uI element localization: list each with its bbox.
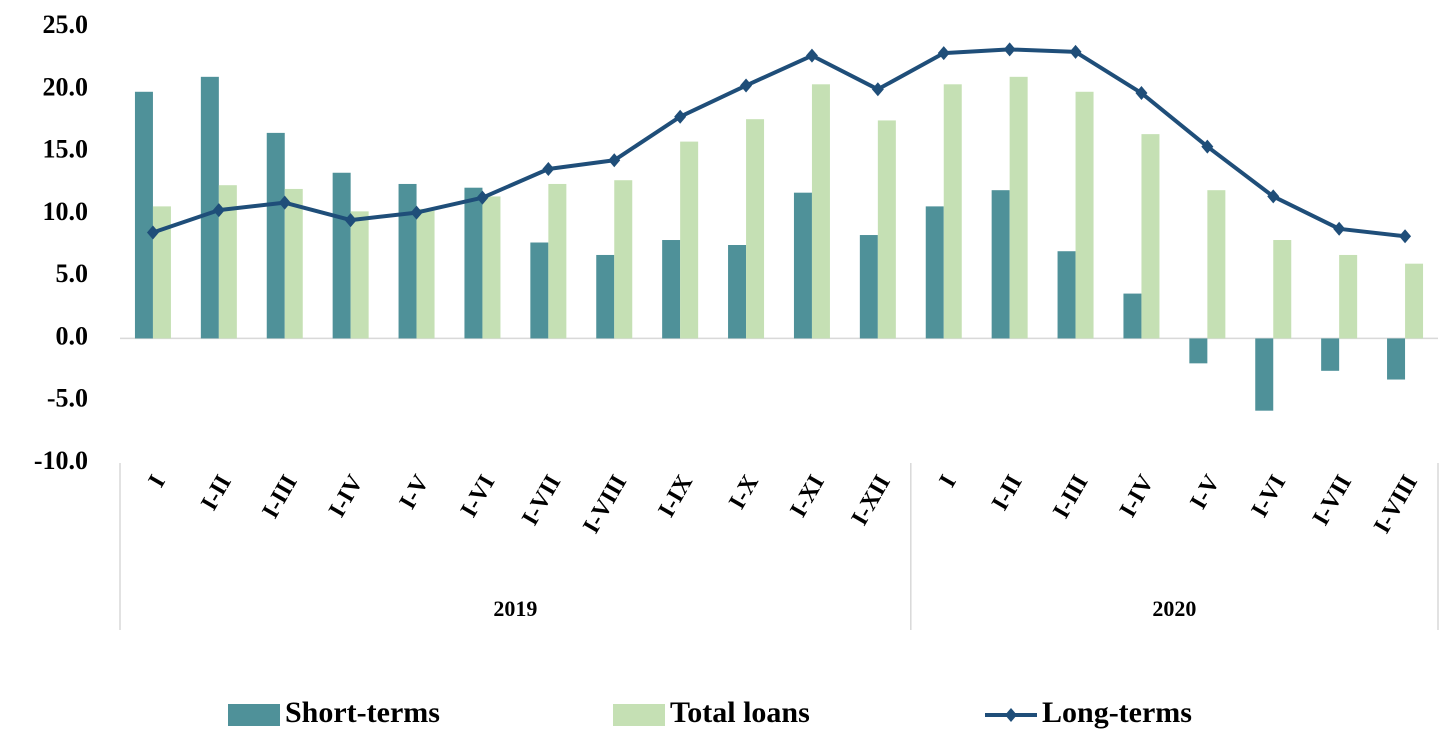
line-marker <box>1201 139 1214 154</box>
line-marker <box>1333 221 1346 236</box>
line-marker <box>871 82 884 97</box>
x-tick-label: I-II <box>987 471 1028 515</box>
x-tick-label: I-VIII <box>1369 471 1423 538</box>
line <box>152 47 1406 239</box>
bar <box>991 190 1010 339</box>
group-label: 2020 <box>1152 596 1196 621</box>
x-tick-label: I-V <box>1185 470 1225 514</box>
bar <box>746 119 765 339</box>
bar <box>877 120 896 339</box>
x-tick-label: I-II <box>196 471 237 515</box>
bar <box>793 192 812 339</box>
x-tick-label: I-III <box>258 471 303 523</box>
x-tick-label: I-V <box>395 470 435 514</box>
x-tick-label: I-XII <box>847 471 896 530</box>
line-marker <box>410 205 423 220</box>
bar <box>398 183 417 339</box>
legend-swatch <box>613 704 665 726</box>
bar <box>596 254 615 339</box>
y-tick-label: 5.0 <box>56 259 89 288</box>
x-tick-label: I-X <box>724 470 764 514</box>
line-marker <box>608 153 621 168</box>
legend-marker <box>1005 708 1017 722</box>
bar <box>134 91 153 339</box>
x-tick-label: I-VIII <box>578 471 632 538</box>
line-marker <box>1135 86 1148 101</box>
legend-label: Total loans <box>670 696 810 729</box>
line-marker <box>476 190 489 205</box>
legend-label: Long-terms <box>1042 696 1192 729</box>
y-tick-label: 25.0 <box>43 10 89 39</box>
bar <box>266 132 285 339</box>
y-tick-label: 20.0 <box>43 72 89 101</box>
bar <box>1075 91 1094 339</box>
line-marker <box>1069 44 1082 59</box>
line-marker <box>1003 42 1016 57</box>
y-tick-label: -10.0 <box>34 446 88 475</box>
x-tick-label: I <box>935 471 962 492</box>
line-marker <box>1399 229 1412 244</box>
legend-label: Short-terms <box>285 696 440 729</box>
x-tick-label: I-IV <box>1115 470 1160 522</box>
bar <box>1321 338 1340 371</box>
line-marker <box>212 203 225 218</box>
bar <box>332 172 351 339</box>
bar <box>530 242 549 339</box>
x-tick-label: I-VI <box>1247 471 1292 522</box>
bar <box>614 180 633 339</box>
bar <box>1189 338 1208 364</box>
legend-swatch <box>228 704 280 726</box>
bar <box>1273 240 1292 339</box>
x-tick-label: I-VII <box>1308 471 1357 530</box>
x-tick-label: I-IV <box>324 470 369 522</box>
bar <box>859 235 878 339</box>
line-marker <box>542 162 555 177</box>
y-tick-label: -5.0 <box>47 384 88 413</box>
bar <box>464 187 483 339</box>
bar <box>680 141 699 339</box>
y-tick-label: 0.0 <box>56 321 89 350</box>
x-tick-label: I <box>144 471 171 492</box>
bar <box>943 84 962 339</box>
bar <box>925 206 944 339</box>
x-tick-label: I-XI <box>785 471 830 522</box>
bar <box>1207 190 1226 339</box>
x-tick-label: I-III <box>1048 471 1093 523</box>
y-tick-label: 15.0 <box>43 135 89 164</box>
bar <box>350 211 369 339</box>
bar <box>1123 293 1142 339</box>
x-tick-label: I-VII <box>517 471 566 530</box>
bar <box>548 183 567 339</box>
line-marker <box>937 46 950 61</box>
line-marker <box>674 109 687 124</box>
bar <box>1387 338 1406 380</box>
bar <box>152 206 171 339</box>
group-label: 2019 <box>493 596 537 621</box>
line-marker <box>146 225 159 240</box>
line-marker <box>278 195 291 210</box>
bar <box>1141 134 1160 339</box>
bar <box>1405 263 1424 339</box>
bar <box>284 188 303 339</box>
bar <box>218 185 237 339</box>
bar <box>482 196 501 339</box>
bar <box>200 76 219 339</box>
line-marker <box>1267 189 1280 204</box>
x-tick-label: I-IX <box>654 470 699 522</box>
bar <box>1255 338 1274 411</box>
bar <box>811 84 830 339</box>
bar <box>1009 76 1028 339</box>
y-tick-label: 10.0 <box>43 197 89 226</box>
line-marker <box>740 78 753 93</box>
bar <box>1339 254 1358 339</box>
line-marker <box>344 213 357 228</box>
bar <box>416 208 435 339</box>
bar <box>662 240 681 339</box>
bar <box>728 245 747 339</box>
line-marker <box>805 48 818 63</box>
x-tick-label: I-VI <box>456 471 501 522</box>
bar <box>1057 251 1076 339</box>
